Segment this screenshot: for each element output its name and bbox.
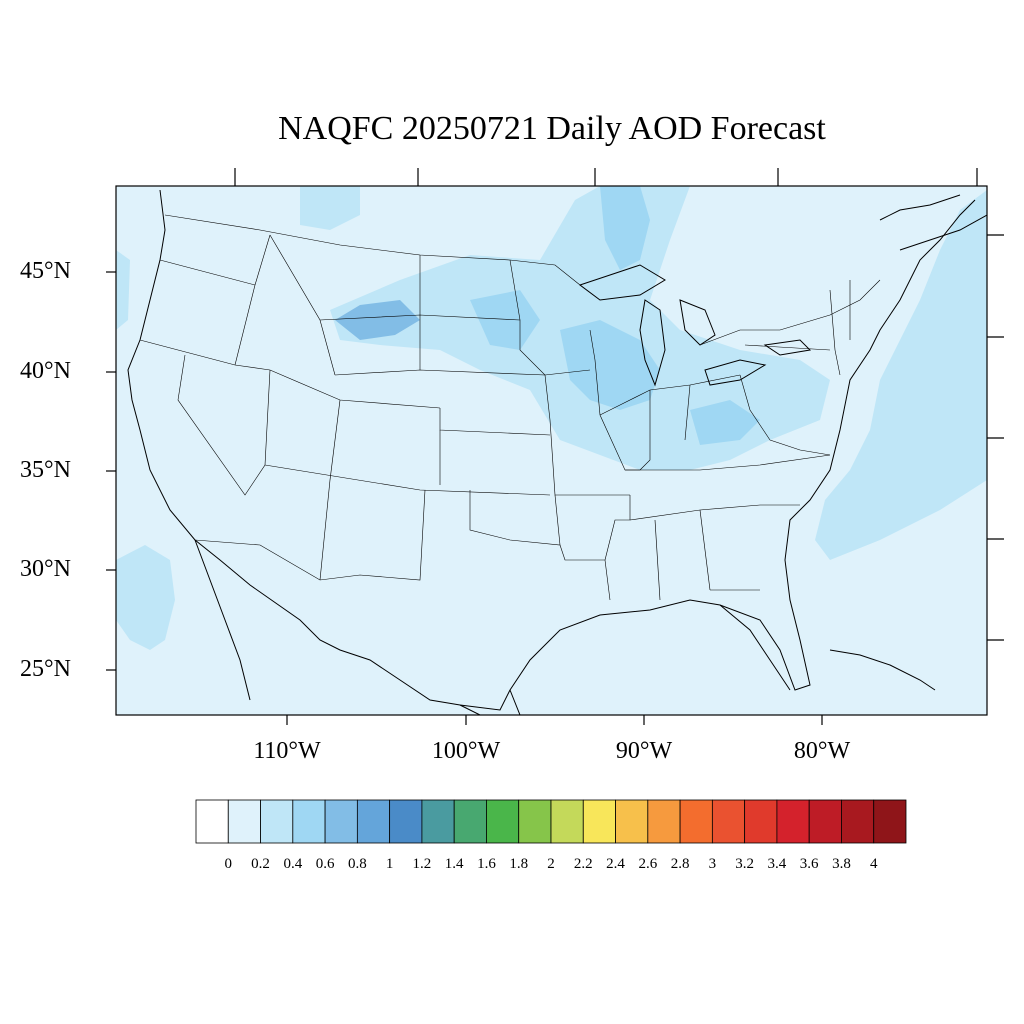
aod-region-lake-superior: [600, 186, 650, 270]
colorbar-swatch: [841, 799, 875, 844]
aod-region-pacific-nw: [116, 250, 130, 330]
aod-region-atlantic: [815, 190, 987, 560]
aod-region-wyoming: [335, 300, 420, 340]
lon-label-90: 90°W: [615, 738, 673, 764]
lon-label-100: 100°W: [431, 738, 501, 764]
lat-label-30: 30°N: [20, 556, 71, 582]
colorbar-swatch: [776, 799, 810, 844]
colorbar-tick-label: 2.6: [638, 856, 658, 872]
colorbar-swatch: [873, 799, 907, 844]
lon-label-110: 110°W: [253, 738, 321, 764]
mexico-coast: [459, 689, 521, 715]
colorbar-swatch: [356, 799, 391, 844]
colorbar-swatch: [744, 799, 778, 844]
lake-superior: [578, 264, 666, 301]
colorbar-tick-label: 0.6: [315, 856, 335, 872]
canada-east-coast: [879, 194, 987, 251]
colorbar-swatch: [550, 799, 584, 844]
colorbar-tick-label: 2.8: [670, 856, 690, 872]
lon-label-80: 80°W: [793, 738, 851, 764]
colorbar-tick-label: 1.8: [509, 856, 529, 872]
lake-ontario: [763, 339, 812, 356]
colorbar-swatch: [647, 799, 681, 844]
cuba: [829, 649, 936, 691]
colorbar-tick-label: 4: [869, 856, 878, 872]
colorbar-swatch: [486, 799, 520, 844]
colorbar-swatch: [292, 799, 326, 844]
colorbar-tick-label: 2: [547, 856, 555, 872]
aod-contours: [116, 186, 987, 650]
lake-michigan: [639, 299, 666, 387]
coastlines: [127, 189, 987, 715]
aod-region-upper-midwest: [560, 320, 660, 410]
colorbar-tick-label: 1.6: [477, 856, 496, 872]
colorbar-tick-label: 3.8: [832, 856, 851, 872]
colorbar-swatch: [421, 799, 455, 844]
lake-huron: [679, 299, 716, 346]
lake-erie: [704, 359, 767, 386]
aod-region-pacific: [116, 545, 175, 650]
florida-coast: [719, 604, 791, 691]
us-outline: [127, 189, 976, 711]
colorbar-swatch: [711, 799, 746, 844]
lat-label-40: 40°N: [20, 358, 71, 384]
colorbar-tick-label: 0.8: [347, 856, 367, 872]
state-borders: [139, 214, 881, 601]
lat-label-35: 35°N: [20, 457, 71, 483]
colorbar-tick-label: 3.2: [735, 856, 754, 872]
lat-label-45: 45°N: [20, 258, 71, 284]
lat-label-25: 25°N: [20, 656, 71, 682]
axis-ticks: [106, 168, 1004, 725]
colorbar-swatch: [324, 799, 358, 844]
colorbar-swatch: [518, 799, 552, 844]
colorbar-tick-label: 3.4: [767, 856, 787, 872]
colorbar-tick-label: 1.2: [412, 856, 432, 872]
map-title: NAQFC 20250721 Daily AOD Forecast: [278, 110, 826, 147]
colorbar-tick-label: 3: [708, 856, 717, 872]
colorbar-tick-label: 1.4: [444, 856, 464, 872]
colorbar-swatch: [615, 799, 649, 844]
colorbar-tick-label: 0.2: [251, 856, 270, 872]
colorbar-tick-label: 0: [224, 856, 233, 872]
colorbar-swatch: [679, 799, 713, 844]
colorbar-tick-label: 3.6: [799, 856, 819, 872]
aod-region-canada: [300, 186, 360, 230]
colorbar-swatch: [582, 799, 616, 844]
colorbar-tick-label: 1: [385, 856, 394, 872]
colorbar-swatch: [389, 799, 423, 844]
colorbar-swatch: [260, 799, 294, 844]
colorbar-swatch: [195, 799, 229, 844]
colorbar-swatch: [808, 799, 842, 844]
colorbar: [195, 799, 907, 844]
colorbar-tick-label: 2.2: [573, 856, 593, 872]
colorbar-tick-label: 2.4: [606, 856, 625, 872]
colorbar-tick-label: 0.4: [283, 856, 303, 872]
colorbar-swatch: [453, 799, 487, 844]
aod-region-ohio-valley: [690, 400, 760, 445]
colorbar-swatch: [227, 799, 261, 844]
aod-region-dakotas: [470, 290, 540, 350]
map-frame: [115, 185, 988, 716]
baja-coast: [194, 539, 251, 701]
